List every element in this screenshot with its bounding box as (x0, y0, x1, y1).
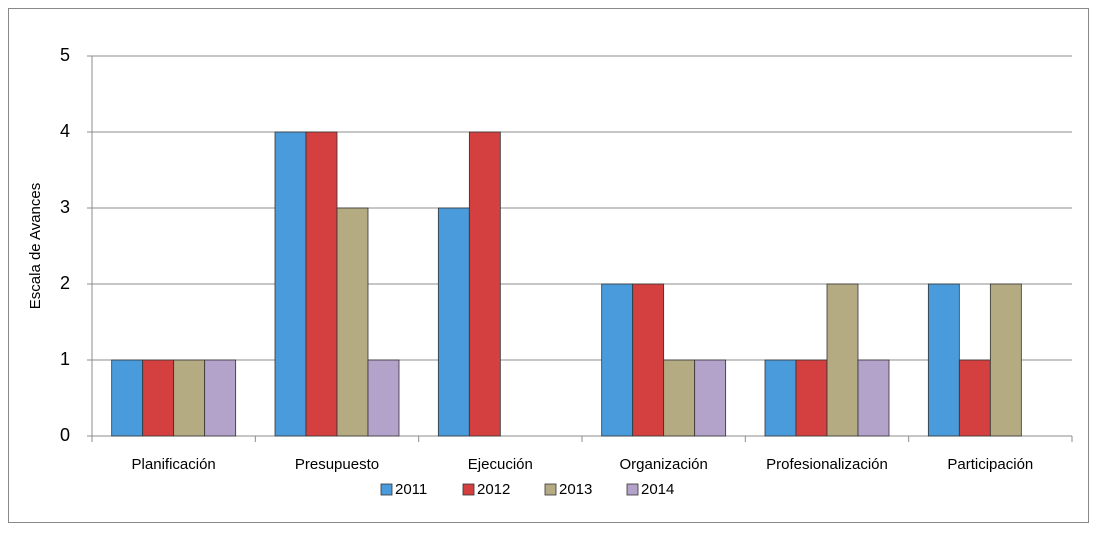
y-tick-label: 5 (60, 45, 70, 65)
x-tick-label: Presupuesto (295, 456, 379, 473)
x-tick-label: Organización (619, 456, 707, 473)
bar (437, 207, 470, 437)
bar (857, 359, 890, 437)
bar (336, 207, 369, 437)
chart-border (8, 8, 1089, 523)
y-tick-label: 1 (60, 349, 70, 369)
bar (795, 359, 828, 437)
bar (632, 283, 665, 437)
bar (764, 359, 797, 437)
bar (173, 359, 206, 437)
legend-label: 2012 (477, 481, 510, 498)
bar (142, 359, 175, 437)
x-tick-label: Ejecución (468, 456, 533, 473)
bar (305, 131, 338, 437)
bar (111, 359, 144, 437)
bar (958, 359, 991, 437)
bar (468, 131, 501, 437)
bar (274, 131, 307, 437)
bar (927, 283, 960, 437)
legend-swatch (544, 483, 557, 496)
y-tick-label: 4 (60, 121, 70, 141)
legend-swatch (626, 483, 639, 496)
legend-label: 2014 (641, 481, 674, 498)
legend-swatch (380, 483, 393, 496)
legend-label: 2013 (559, 481, 592, 498)
bar (694, 359, 727, 437)
bar (601, 283, 634, 437)
x-tick-label: Planificación (132, 456, 216, 473)
y-tick-label: 2 (60, 273, 70, 293)
legend-label: 2011 (395, 481, 427, 498)
y-tick-label: 0 (60, 425, 70, 445)
bar (663, 359, 696, 437)
y-tick-label: 3 (60, 197, 70, 217)
x-tick-label: Profesionalización (766, 456, 888, 473)
bar (989, 283, 1022, 437)
legend-swatch (462, 483, 475, 496)
bar (204, 359, 237, 437)
y-axis-label: Escala de Avances (27, 183, 44, 309)
x-tick-label: Participación (947, 456, 1033, 473)
bar (367, 359, 400, 437)
bar (826, 283, 859, 437)
